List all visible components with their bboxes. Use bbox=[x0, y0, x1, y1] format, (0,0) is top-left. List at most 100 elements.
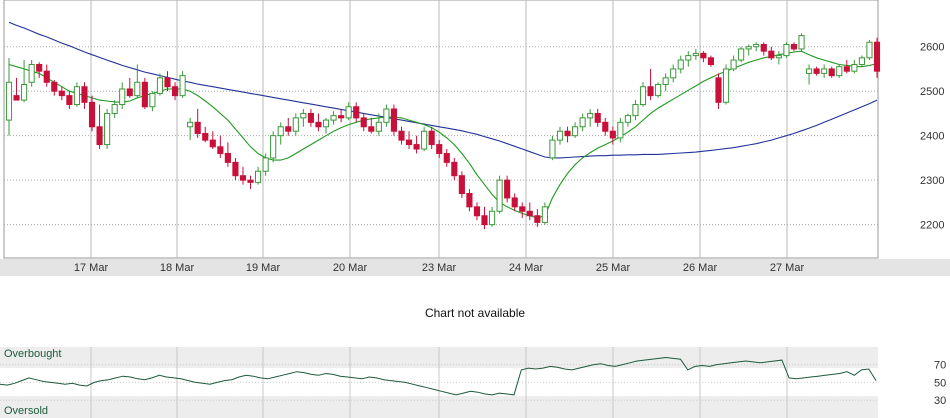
candle-81 bbox=[617, 117, 624, 143]
x-tick-label-1: 18 Mar bbox=[160, 262, 195, 274]
candle-10 bbox=[81, 82, 88, 109]
candle-65 bbox=[496, 175, 503, 214]
candle-34 bbox=[262, 153, 269, 176]
candle-body-93 bbox=[707, 57, 715, 66]
candle-body-69 bbox=[526, 210, 533, 217]
candle-body-74 bbox=[564, 130, 571, 137]
candle-body-16 bbox=[126, 88, 133, 97]
candle-body-108 bbox=[821, 68, 828, 74]
candle-1 bbox=[13, 77, 20, 101]
candle-56 bbox=[428, 126, 435, 150]
candle-12 bbox=[96, 104, 103, 150]
y-tick-label-3: 2500 bbox=[920, 86, 944, 98]
candle-14 bbox=[111, 100, 118, 118]
candle-body-64 bbox=[488, 210, 496, 226]
candle-9 bbox=[73, 82, 80, 107]
candle-body-50 bbox=[383, 108, 390, 123]
x-tick-label-3: 20 Mar bbox=[333, 262, 368, 274]
candle-70 bbox=[534, 209, 541, 227]
candle-body-48 bbox=[368, 126, 375, 132]
candle-body-89 bbox=[677, 59, 684, 70]
candle-15 bbox=[119, 82, 126, 109]
candle-body-111 bbox=[843, 66, 850, 72]
candle-body-18 bbox=[141, 81, 148, 108]
candle-78 bbox=[594, 108, 601, 127]
candle-38 bbox=[292, 113, 299, 136]
candle-body-9 bbox=[73, 86, 80, 106]
candle-body-88 bbox=[670, 68, 677, 79]
candle-2 bbox=[21, 60, 28, 103]
candle-57 bbox=[436, 140, 443, 158]
candle-25 bbox=[194, 108, 201, 138]
candle-body-95 bbox=[722, 68, 730, 103]
candle-body-78 bbox=[594, 112, 601, 123]
candle-body-110 bbox=[836, 66, 843, 77]
candle-45 bbox=[345, 102, 352, 121]
long-moving-average-line bbox=[8, 21, 878, 159]
candle-44 bbox=[338, 108, 345, 123]
candle-body-57 bbox=[436, 144, 443, 154]
y-tick-label-0: 2200 bbox=[920, 220, 944, 232]
candle-body-13 bbox=[104, 112, 111, 146]
candle-body-114 bbox=[866, 41, 873, 59]
candle-85 bbox=[647, 68, 654, 101]
candle-body-58 bbox=[443, 152, 450, 163]
candle-75 bbox=[572, 122, 579, 138]
candle-body-101 bbox=[768, 50, 775, 59]
candle-67 bbox=[511, 193, 518, 212]
candle-body-63 bbox=[481, 215, 488, 226]
candle-101 bbox=[768, 46, 775, 61]
candle-body-56 bbox=[428, 130, 435, 146]
candle-body-19 bbox=[149, 92, 156, 108]
candle-body-28 bbox=[217, 146, 224, 154]
candle-body-6 bbox=[51, 81, 58, 92]
candle-63 bbox=[481, 206, 488, 230]
candle-109 bbox=[828, 66, 835, 78]
candle-body-44 bbox=[338, 115, 345, 119]
candle-32 bbox=[247, 175, 254, 190]
candle-body-82 bbox=[624, 115, 631, 123]
candle-body-23 bbox=[179, 75, 186, 97]
candle-33 bbox=[255, 166, 262, 185]
osc-y-tick-label-1: 50 bbox=[934, 377, 946, 389]
candle-body-94 bbox=[715, 77, 722, 103]
candle-82 bbox=[624, 113, 631, 127]
candle-6 bbox=[51, 80, 58, 96]
candle-24 bbox=[187, 117, 194, 141]
candle-28 bbox=[217, 135, 224, 158]
candle-79 bbox=[602, 117, 609, 136]
candle-3 bbox=[28, 60, 35, 87]
candle-body-7 bbox=[58, 90, 65, 97]
candle-body-14 bbox=[111, 104, 118, 114]
candle-104 bbox=[790, 42, 798, 52]
candle-body-85 bbox=[647, 86, 654, 97]
candle-41 bbox=[315, 113, 322, 132]
x-tick-label-6: 25 Mar bbox=[596, 262, 631, 274]
candle-body-15 bbox=[119, 88, 126, 106]
candle-114 bbox=[866, 40, 873, 61]
candle-body-79 bbox=[602, 121, 609, 132]
candle-13 bbox=[104, 108, 111, 150]
price-grid bbox=[4, 0, 878, 258]
candle-body-109 bbox=[828, 68, 835, 77]
candle-27 bbox=[209, 131, 216, 150]
candle-80 bbox=[609, 126, 616, 145]
candle-20 bbox=[156, 73, 164, 96]
candle-21 bbox=[164, 71, 171, 92]
candle-body-33 bbox=[255, 170, 262, 183]
candle-0 bbox=[5, 57, 13, 136]
candle-body-46 bbox=[353, 106, 360, 119]
candle-body-87 bbox=[662, 77, 669, 86]
candle-body-11 bbox=[88, 101, 96, 128]
candle-98 bbox=[745, 44, 752, 56]
candle-31 bbox=[239, 166, 247, 185]
candle-body-45 bbox=[345, 106, 352, 119]
candle-37 bbox=[285, 117, 292, 136]
overbought-label: Overbought bbox=[4, 348, 61, 360]
candle-body-8 bbox=[66, 95, 73, 106]
candle-108 bbox=[821, 64, 828, 78]
candle-body-77 bbox=[587, 112, 594, 119]
candle-66 bbox=[504, 175, 511, 203]
candle-body-4 bbox=[36, 64, 43, 72]
x-tick-label-8: 27 Mar bbox=[770, 262, 805, 274]
